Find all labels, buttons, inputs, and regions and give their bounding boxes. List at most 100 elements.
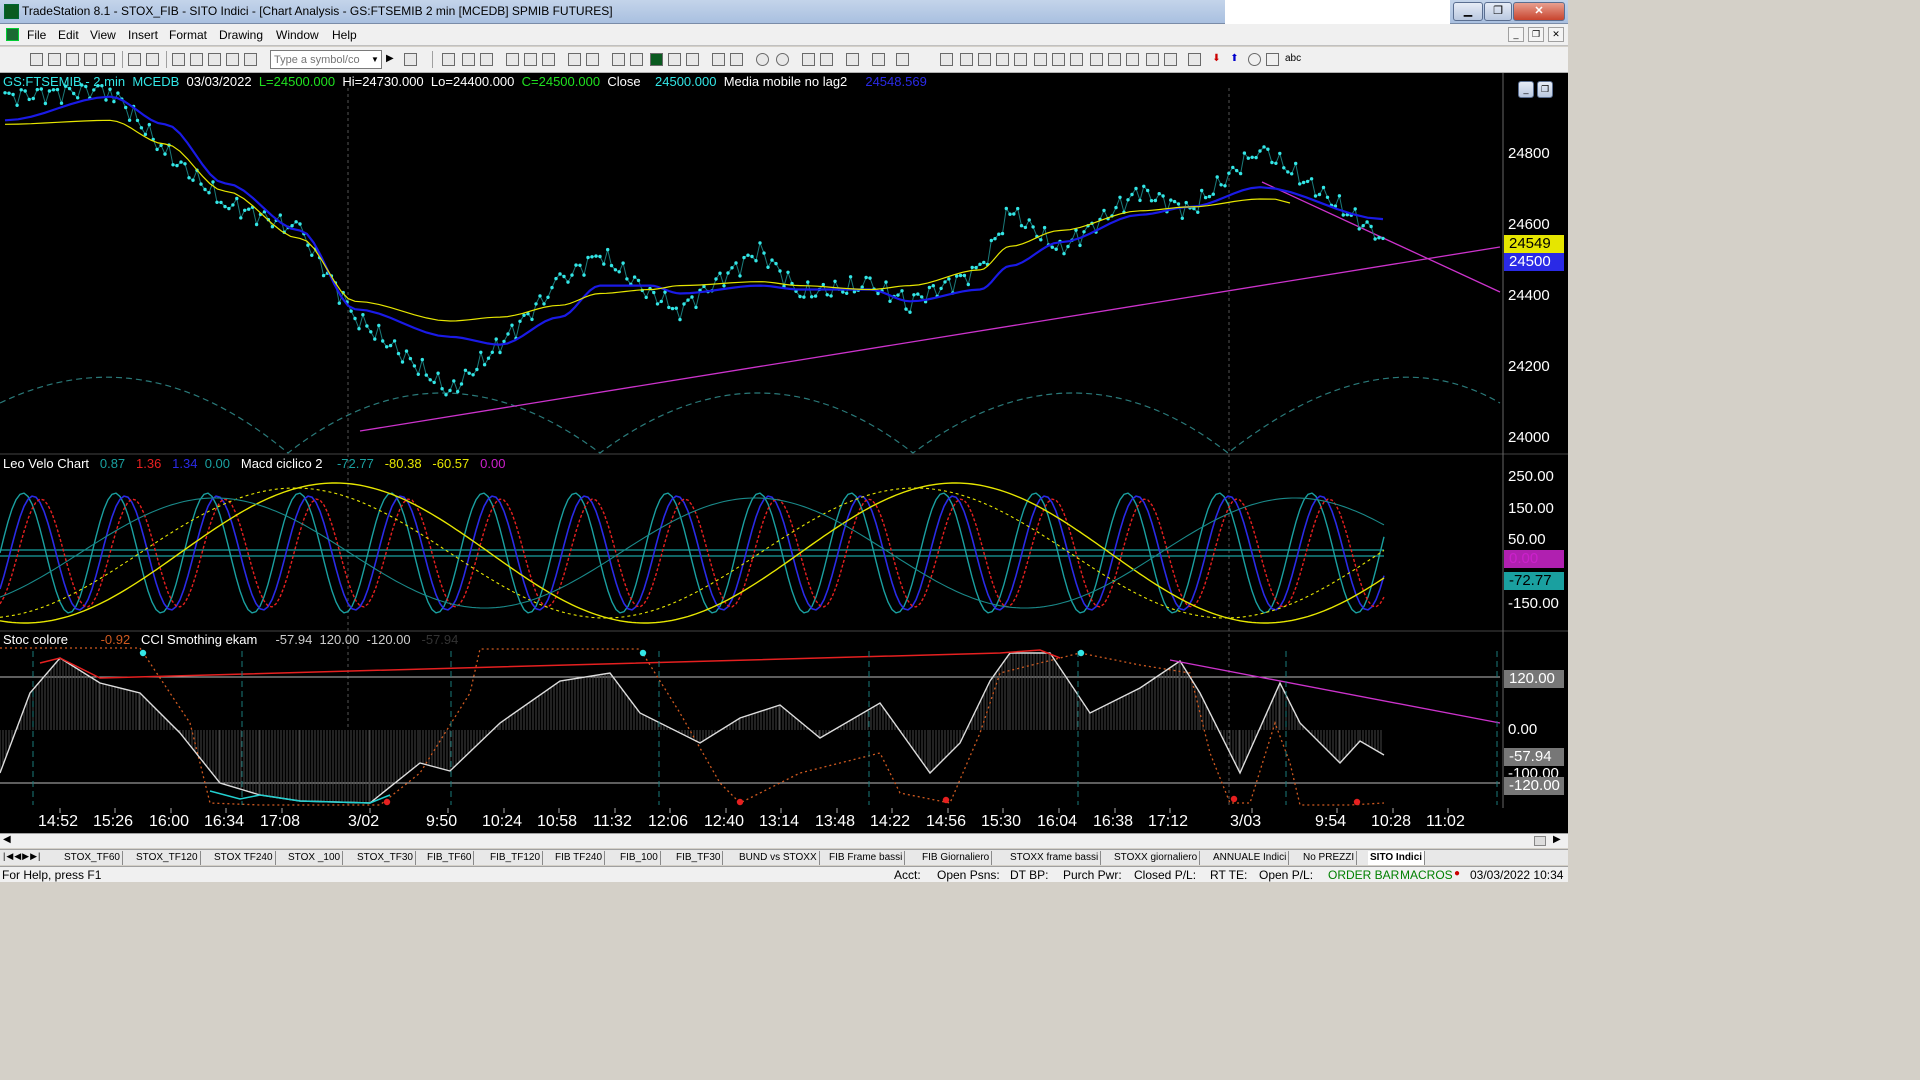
close-button[interactable]: ✕ [1513, 2, 1565, 21]
tradebar-icon[interactable] [630, 53, 643, 66]
tab-stox-tf120[interactable]: STOX_TF120 [134, 851, 201, 865]
scroll-thumb[interactable] [1534, 836, 1546, 846]
leo-velo-label[interactable]: Leo Velo Chart [3, 456, 90, 471]
tab-fib-tf60[interactable]: FIB_TF60 [425, 851, 475, 865]
scroll-left-icon[interactable]: ◀ [3, 834, 11, 845]
tab-stox-tf240[interactable]: STOX TF240 [212, 851, 276, 865]
tab-fib-tf30[interactable]: FIB_TF30 [674, 851, 724, 865]
symbol-label[interactable]: GS:FTSEMIB - 2 min [3, 74, 126, 89]
folder-icon[interactable] [102, 53, 115, 66]
tab-fib-frame-bassi[interactable]: FIB Frame bassi [827, 851, 906, 865]
tab-stox-tf60[interactable]: STOX_TF60 [62, 851, 123, 865]
ellipse-icon[interactable] [1248, 53, 1261, 66]
mdi-close-button[interactable]: ✕ [1548, 27, 1564, 42]
rectangle-icon[interactable] [1266, 53, 1279, 66]
down-arrow-icon[interactable]: ⬇ [1212, 53, 1221, 64]
green-chart-icon[interactable] [650, 53, 663, 66]
bar-width-icon[interactable] [686, 53, 699, 66]
zoom-out-icon[interactable] [776, 53, 789, 66]
gann-icon[interactable] [996, 53, 1009, 66]
radar-screen-icon[interactable] [190, 53, 203, 66]
tab-nav-arrows-icon[interactable]: |◀◀▶▶| [3, 851, 42, 861]
print-icon[interactable] [146, 53, 159, 66]
order-bar-icon[interactable] [586, 53, 599, 66]
paintbar-icon[interactable] [542, 53, 555, 66]
scroll-right-icon[interactable]: ▶ [1553, 834, 1561, 845]
maximize-button[interactable]: ❐ [1484, 2, 1512, 21]
arc-icon[interactable] [1146, 53, 1159, 66]
horizontal-scrollbar[interactable]: ◀ ▶ [0, 833, 1568, 848]
strategy-icon[interactable] [524, 53, 537, 66]
trendline-tool-icon[interactable] [960, 53, 973, 66]
stoc-trendline[interactable] [1169, 659, 1501, 724]
cycle-lines-icon[interactable] [1090, 53, 1103, 66]
chart-document-icon[interactable] [6, 28, 19, 41]
channel-icon[interactable] [1126, 53, 1139, 66]
symbol-lookup-icon[interactable] [404, 53, 417, 66]
up-arrow-icon[interactable]: ⬆ [1230, 53, 1239, 64]
chart-canvas[interactable] [0, 73, 1568, 833]
regression-icon[interactable] [1164, 53, 1177, 66]
tab-no-prezzi[interactable]: No PREZZI [1301, 851, 1358, 865]
hammer-icon[interactable] [846, 53, 859, 66]
macd-ciclico-label[interactable]: Macd ciclico 2 [240, 456, 323, 471]
chart-trading-icon[interactable] [820, 53, 833, 66]
window-link-icon[interactable] [896, 53, 909, 66]
drawing-object-icon[interactable] [872, 53, 885, 66]
tab-annuale-indici[interactable]: ANNUALE Indici [1211, 851, 1290, 865]
go-arrow-icon[interactable]: ▶ [386, 53, 394, 64]
bar-chart-icon[interactable] [442, 53, 455, 66]
indicator-icon[interactable] [506, 53, 519, 66]
menu-format[interactable]: Format [169, 28, 208, 42]
pointer-icon[interactable] [802, 53, 815, 66]
mdi-minimize-button[interactable]: _ [1508, 27, 1524, 42]
zoom-in-icon[interactable] [756, 53, 769, 66]
support-trendline[interactable] [359, 246, 1501, 432]
chevron-down-icon[interactable]: ▼ [371, 55, 379, 64]
menu-edit[interactable]: Edit [58, 28, 79, 42]
speedline-icon[interactable] [1034, 53, 1047, 66]
alert-icon[interactable] [612, 53, 625, 66]
tab-sito-indici[interactable]: SITO Indici [1368, 851, 1426, 865]
tab-fib-giornaliero[interactable]: FIB Giornaliero [920, 851, 993, 865]
menu-help[interactable]: Help [332, 28, 357, 42]
pen-icon[interactable] [940, 53, 953, 66]
chart-area[interactable]: GS:FTSEMIB - 2 min MCEDB 03/03/2022 L=24… [0, 73, 1568, 833]
curve-icon[interactable] [1188, 53, 1201, 66]
open-icon[interactable] [48, 53, 61, 66]
horizontal-arrow-icon[interactable] [1108, 53, 1121, 66]
bar-spacing-icon[interactable] [668, 53, 681, 66]
horizontal-lines-icon[interactable] [978, 53, 991, 66]
lock-icon[interactable] [208, 53, 221, 66]
resistance-trendline[interactable] [1261, 181, 1501, 293]
mdi-restore-button[interactable]: ❐ [1528, 27, 1544, 42]
text-tool-icon[interactable]: abc [1285, 53, 1302, 64]
tab-bund-vs-stoxx[interactable]: BUND vs STOXX [737, 851, 820, 865]
save-icon[interactable] [128, 53, 141, 66]
tab-fib-100[interactable]: FIB_100 [618, 851, 661, 865]
minimize-button[interactable]: ▁ [1453, 2, 1483, 21]
vertical-lines-icon[interactable] [1070, 53, 1083, 66]
pane-minimize-button[interactable]: _ [1518, 81, 1534, 98]
tab-fib-tf120[interactable]: FIB_TF120 [488, 851, 544, 865]
symbol-input[interactable] [270, 50, 382, 69]
menu-insert[interactable]: Insert [128, 28, 159, 42]
format-window-icon[interactable] [480, 53, 493, 66]
menu-drawing[interactable]: Drawing [219, 28, 264, 42]
zoom-in-bars-icon[interactable] [712, 53, 725, 66]
zoom-out-bars-icon[interactable] [730, 53, 743, 66]
tab-stox-tf30[interactable]: STOX_TF30 [355, 851, 416, 865]
new-window-icon[interactable] [84, 53, 97, 66]
data-window-icon[interactable] [568, 53, 581, 66]
new-icon[interactable] [30, 53, 43, 66]
chart-window-icon[interactable] [172, 53, 185, 66]
fibonacci-icon[interactable] [1014, 53, 1027, 66]
menu-window[interactable]: Window [276, 28, 319, 42]
menu-file[interactable]: File [27, 28, 47, 42]
order-bar-status[interactable]: ORDER BAR [1328, 868, 1400, 882]
tab-stoxx-giornaliero[interactable]: STOXX giornaliero [1112, 851, 1201, 865]
macros-status[interactable]: MACROS [1400, 868, 1453, 882]
menu-view[interactable]: View [90, 28, 116, 42]
tab-fib-tf240[interactable]: FIB TF240 [553, 851, 606, 865]
stoc-colore-label[interactable]: Stoc colore [3, 632, 69, 647]
